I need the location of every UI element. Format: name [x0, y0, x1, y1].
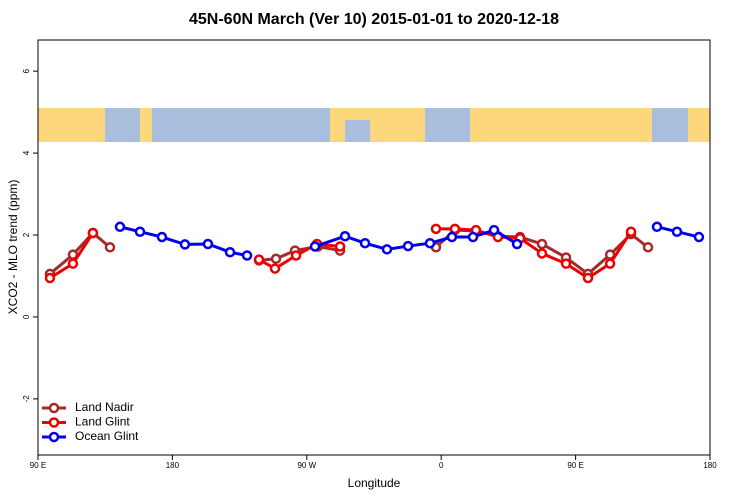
- legend-marker: [48, 417, 60, 428]
- data-point: [642, 242, 654, 253]
- x-tick-label: 90 E: [567, 461, 583, 470]
- data-point: [269, 263, 281, 274]
- data-point: [693, 231, 705, 243]
- data-point: [67, 258, 79, 269]
- data-point: [560, 258, 572, 269]
- data-point: [339, 230, 351, 242]
- data-point: [290, 250, 302, 261]
- data-point: [309, 241, 321, 252]
- data-point: [224, 246, 236, 258]
- data-point: [430, 223, 442, 235]
- map-strip: [38, 108, 710, 142]
- data-point: [424, 237, 436, 249]
- data-point: [449, 223, 461, 235]
- data-point: [651, 221, 663, 233]
- data-point: [253, 254, 265, 265]
- data-point: [511, 238, 523, 250]
- x-tick-label: 90 W: [297, 461, 316, 470]
- data-point: [381, 244, 393, 255]
- y-tick-label: 2: [22, 232, 31, 237]
- x-tick-label: 180: [703, 461, 717, 470]
- data-point: [536, 248, 548, 259]
- y-tick-label: 4: [22, 150, 31, 155]
- data-point: [625, 226, 637, 237]
- legend-label: Land Nadir: [75, 400, 134, 414]
- data-point: [179, 239, 191, 250]
- data-point: [359, 237, 371, 249]
- legend-label: Ocean Glint: [75, 429, 139, 443]
- x-tick-label: 180: [166, 461, 180, 470]
- data-point: [134, 226, 146, 237]
- data-point: [44, 272, 56, 284]
- y-tick-label: 0: [22, 314, 31, 319]
- data-point: [87, 227, 99, 239]
- data-point: [270, 253, 282, 265]
- x-tick-label: 0: [439, 461, 444, 470]
- data-point: [536, 238, 548, 250]
- x-tick-label: 90 E: [30, 461, 46, 470]
- legend-marker: [48, 431, 60, 443]
- legend-label: Land Glint: [75, 415, 130, 429]
- data-point: [202, 238, 214, 250]
- data-point: [671, 226, 683, 237]
- plot-frame: [37, 39, 711, 456]
- data-point: [334, 241, 346, 252]
- y-axis-label: XCO2 - MLO trend (ppm): [6, 180, 20, 315]
- data-point: [104, 242, 116, 253]
- y-tick-label: 6: [22, 68, 31, 73]
- data-point: [114, 221, 126, 233]
- data-point: [446, 231, 458, 243]
- chart-title: 45N-60N March (Ver 10) 2015-01-01 to 202…: [189, 11, 559, 28]
- legend-marker: [48, 402, 60, 414]
- data-point: [241, 250, 253, 261]
- data-point: [402, 240, 414, 252]
- data-point: [604, 258, 616, 269]
- data-point: [467, 231, 479, 243]
- y-tick-label: -2: [22, 395, 31, 403]
- x-axis-label: Longitude: [348, 476, 401, 490]
- data-point: [582, 272, 594, 284]
- data-point: [156, 231, 168, 243]
- data-point: [488, 224, 500, 236]
